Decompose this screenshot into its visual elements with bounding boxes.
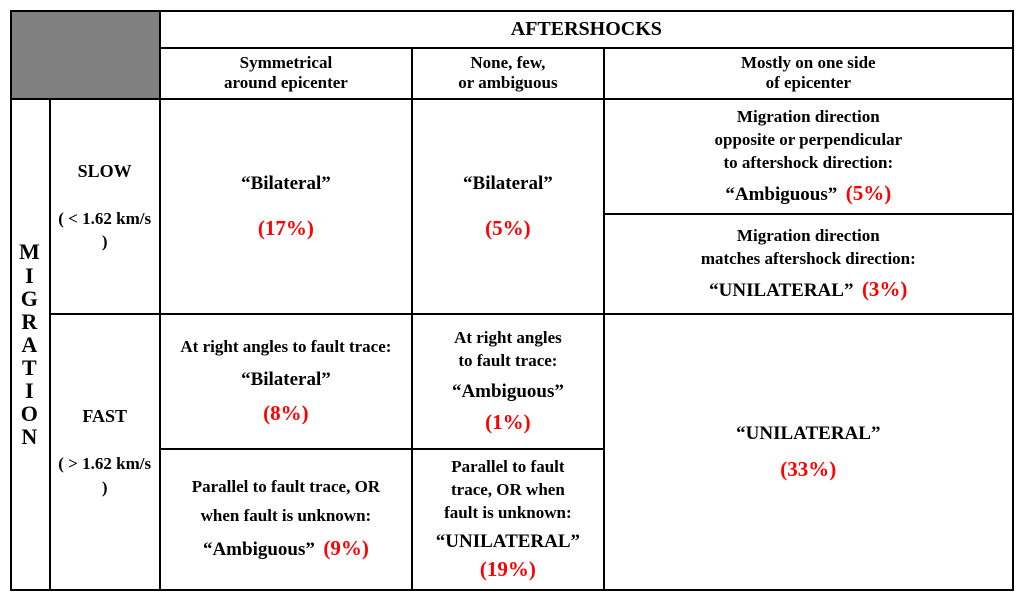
col-header-text: Symmetrical	[240, 53, 333, 72]
cell-fast-symmetrical-b: Parallel to fault trace, OR when fault i…	[160, 449, 413, 590]
percent: (1%)	[421, 408, 594, 436]
row-label-fast: FAST ( > 1.62 km/s )	[50, 314, 160, 590]
cell-desc: Parallel to fault trace, OR	[169, 476, 404, 499]
vertical-letter: N	[21, 425, 39, 448]
row-label-text: FAST	[82, 406, 127, 426]
classification-table: AFTERSHOCKS Symmetrical around epicenter…	[10, 10, 1014, 591]
col-header-none: None, few, or ambiguous	[412, 48, 603, 99]
aftershocks-title: AFTERSHOCKS	[160, 11, 1013, 48]
cell-fast-none-b: Parallel to fault trace, OR when fault i…	[412, 449, 603, 590]
classification: “Bilateral”	[421, 171, 594, 197]
cell-fast-none-a: At right angles to fault trace: “Ambiguo…	[412, 314, 603, 449]
row-sublabel: ( > 1.62 km/s )	[58, 454, 151, 496]
row-sublabel: ( < 1.62 km/s )	[58, 209, 151, 251]
classification: “UNILATERAL”	[613, 421, 1004, 447]
vertical-letter: T	[22, 356, 39, 379]
cell-fast-symmetrical-a: At right angles to fault trace: “Bilater…	[160, 314, 413, 449]
classification: “Ambiguous”	[421, 379, 594, 405]
vertical-letter: R	[21, 310, 39, 333]
percent: (19%)	[421, 555, 594, 583]
col-header-text: Mostly on one side	[741, 53, 876, 72]
percent: (8%)	[169, 399, 404, 427]
cell-slow-none: “Bilateral” (5%)	[412, 99, 603, 314]
percent: (5%)	[421, 214, 594, 242]
col-header-text: or ambiguous	[458, 73, 557, 92]
classification: “Ambiguous”	[203, 539, 315, 560]
cell-desc: when fault is unknown:	[169, 505, 404, 528]
corner-shaded	[11, 11, 160, 99]
cell-fast-oneside: “UNILATERAL” (33%)	[604, 314, 1013, 590]
cell-slow-symmetrical: “Bilateral” (17%)	[160, 99, 413, 314]
classification: “Bilateral”	[169, 367, 404, 393]
cell-desc: At right angles to fault trace:	[169, 336, 404, 359]
percent: (3%)	[862, 277, 908, 301]
row-label-text: SLOW	[78, 161, 132, 181]
cell-slow-oneside-b: Migration direction matches aftershock d…	[604, 214, 1013, 314]
table-container: AFTERSHOCKS Symmetrical around epicenter…	[10, 10, 1014, 591]
classification: “Bilateral”	[169, 171, 404, 197]
col-header-text: None, few,	[470, 53, 545, 72]
percent: (33%)	[613, 455, 1004, 483]
vertical-letter: I	[25, 379, 36, 402]
percent: (5%)	[846, 181, 892, 205]
vertical-letter: G	[21, 287, 40, 310]
cell-desc: Migration direction	[613, 225, 1004, 248]
vertical-letter: I	[25, 264, 36, 287]
cell-desc: trace, OR when	[421, 479, 594, 502]
percent: (17%)	[169, 214, 404, 242]
cell-desc: Migration direction	[613, 106, 1004, 129]
col-header-oneside: Mostly on one side of epicenter	[604, 48, 1013, 99]
cell-desc: to fault trace:	[421, 350, 594, 373]
cell-desc: matches aftershock direction:	[613, 248, 1004, 271]
vertical-letter: O	[21, 402, 40, 425]
cell-desc: opposite or perpendicular	[613, 129, 1004, 152]
cell-slow-oneside-a: Migration direction opposite or perpendi…	[604, 99, 1013, 214]
cell-desc: Parallel to fault	[421, 456, 594, 479]
col-header-text: of epicenter	[766, 73, 851, 92]
percent: (9%)	[323, 536, 369, 560]
vertical-letter: A	[21, 333, 39, 356]
vertical-letter: M	[19, 240, 42, 263]
classification: “Ambiguous”	[725, 184, 837, 205]
cell-desc: At right angles	[421, 327, 594, 350]
col-header-text: around epicenter	[224, 73, 348, 92]
cell-desc: fault is unknown:	[421, 502, 594, 525]
migration-vertical-label: MIGRATION	[11, 99, 50, 590]
classification: “UNILATERAL”	[709, 280, 853, 301]
classification: “UNILATERAL”	[421, 529, 594, 555]
cell-desc: to aftershock direction:	[613, 152, 1004, 175]
row-label-slow: SLOW ( < 1.62 km/s )	[50, 99, 160, 314]
col-header-symmetrical: Symmetrical around epicenter	[160, 48, 413, 99]
